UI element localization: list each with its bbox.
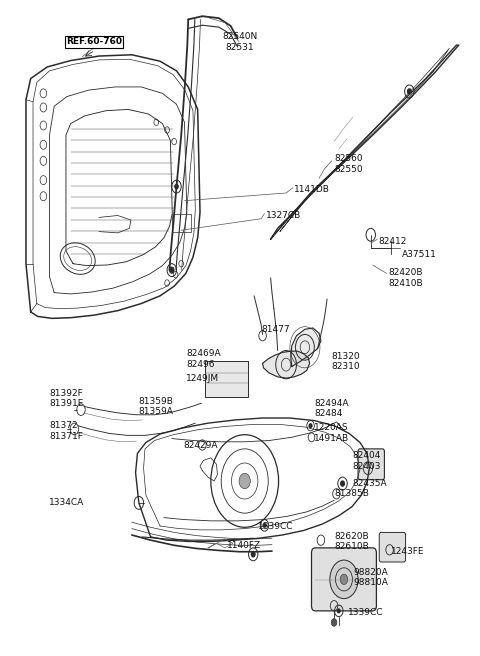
Text: 81392F
81391E: 81392F 81391E	[49, 389, 84, 409]
FancyBboxPatch shape	[358, 449, 384, 480]
Circle shape	[337, 609, 340, 613]
FancyBboxPatch shape	[312, 548, 376, 611]
Circle shape	[331, 619, 337, 626]
Text: 81477: 81477	[261, 325, 289, 335]
Text: 1491AB: 1491AB	[314, 434, 349, 443]
Text: 82494A
82484: 82494A 82484	[314, 399, 349, 418]
Circle shape	[263, 523, 266, 527]
Text: 82435A: 82435A	[352, 479, 386, 488]
Text: 82404
82403: 82404 82403	[352, 451, 381, 471]
Circle shape	[239, 473, 251, 489]
Polygon shape	[263, 351, 310, 378]
Text: 82420B
82410B: 82420B 82410B	[388, 268, 423, 287]
Circle shape	[175, 184, 179, 189]
Text: 98820A
98810A: 98820A 98810A	[353, 567, 388, 587]
Text: 1339CC: 1339CC	[258, 522, 293, 531]
Text: 81359B
81359A: 81359B 81359A	[139, 397, 174, 416]
Circle shape	[408, 89, 411, 94]
Text: 82412: 82412	[379, 237, 407, 246]
Text: 1249JM: 1249JM	[186, 374, 219, 382]
Circle shape	[341, 481, 345, 486]
Text: 82540N
82531: 82540N 82531	[222, 32, 258, 52]
Polygon shape	[271, 45, 459, 239]
FancyBboxPatch shape	[204, 361, 248, 397]
Text: 1339CC: 1339CC	[348, 607, 384, 617]
Bar	[172, 214, 191, 232]
Text: 82469A
82496: 82469A 82496	[186, 349, 220, 369]
Circle shape	[340, 574, 348, 584]
Circle shape	[252, 552, 255, 557]
Text: REF.60-760: REF.60-760	[66, 37, 122, 47]
Text: A37511: A37511	[402, 249, 437, 258]
Text: 82620B
82610B: 82620B 82610B	[334, 532, 369, 551]
Circle shape	[330, 560, 358, 599]
Text: 1141DB: 1141DB	[294, 185, 330, 194]
Text: 1334CA: 1334CA	[48, 499, 84, 507]
Text: 82560
82550: 82560 82550	[334, 154, 363, 174]
Text: 1243FE: 1243FE	[391, 547, 424, 556]
Text: 81320
82310: 81320 82310	[332, 352, 360, 371]
Text: 81385B: 81385B	[334, 489, 369, 499]
Circle shape	[309, 424, 312, 428]
FancyBboxPatch shape	[379, 533, 406, 562]
Polygon shape	[291, 328, 321, 367]
Text: 82429A: 82429A	[183, 441, 218, 449]
Circle shape	[169, 267, 174, 274]
Text: 1140FZ: 1140FZ	[227, 541, 261, 550]
Text: 1220AS: 1220AS	[314, 423, 349, 432]
Text: 1327CB: 1327CB	[266, 211, 301, 220]
Text: 81372
81371F: 81372 81371F	[49, 421, 84, 441]
